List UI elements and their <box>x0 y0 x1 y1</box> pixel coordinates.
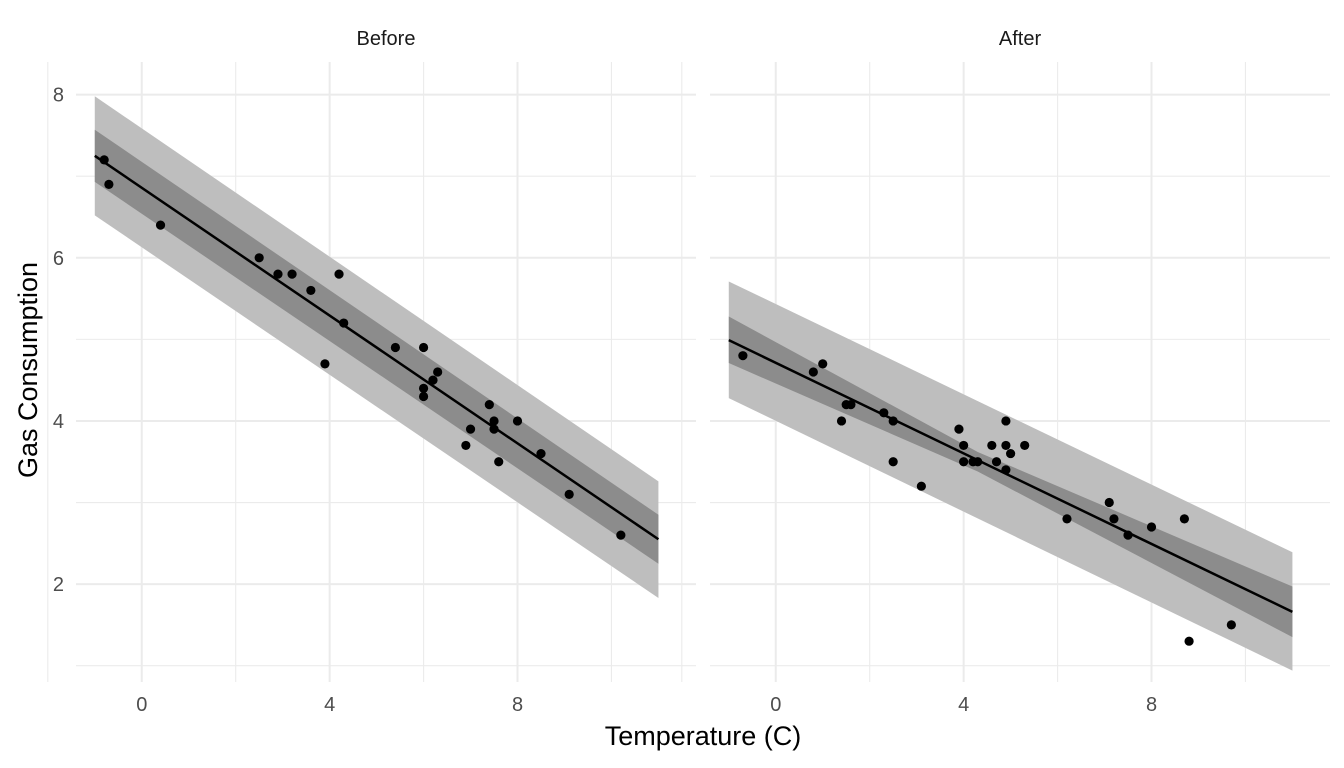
data-point <box>1001 465 1011 475</box>
data-point <box>888 457 898 467</box>
data-point <box>888 416 898 426</box>
facet-label: Before <box>357 28 416 50</box>
data-point <box>1001 440 1011 451</box>
data-point <box>155 220 166 230</box>
data-point <box>390 342 400 353</box>
data-point <box>836 416 847 426</box>
data-point <box>512 416 523 426</box>
data-point <box>489 416 499 426</box>
x-tick-label: 4 <box>958 694 969 716</box>
data-point <box>916 481 926 491</box>
data-point <box>1226 620 1236 630</box>
data-point <box>489 424 499 434</box>
data-point <box>808 367 818 377</box>
data-point <box>1146 522 1157 532</box>
data-point <box>991 457 1002 467</box>
data-point <box>1001 416 1011 426</box>
y-tick-label: 4 <box>53 411 64 433</box>
data-point <box>1006 448 1016 459</box>
data-point <box>428 375 438 385</box>
data-point <box>273 269 283 279</box>
data-point <box>1179 514 1189 524</box>
data-point <box>564 489 574 499</box>
regression-line <box>728 339 1293 613</box>
data-point <box>339 318 349 328</box>
facet-label: After <box>999 28 1042 50</box>
y-tick-label: 2 <box>53 574 64 596</box>
data-point <box>987 440 997 451</box>
y-axis-title: Gas Consumption <box>13 262 43 478</box>
data-point <box>320 359 330 369</box>
data-point <box>616 530 626 540</box>
regression-line <box>94 154 660 541</box>
panel-after: After 0 4 8 <box>681 28 1330 716</box>
data-point <box>287 269 297 279</box>
data-point <box>1020 440 1030 451</box>
data-point <box>254 253 264 263</box>
x-tick-label: 0 <box>770 694 781 716</box>
data-point <box>418 383 429 393</box>
data-point <box>1104 497 1114 508</box>
x-tick-label: 8 <box>1146 694 1157 716</box>
y-tick-label: 8 <box>53 85 64 107</box>
data-point <box>879 408 889 418</box>
data-point <box>334 269 344 279</box>
data-point <box>846 400 856 410</box>
data-point <box>418 391 429 402</box>
data-point <box>973 457 983 467</box>
panel-before: Before 0 4 8 2 4 6 8 <box>47 28 696 716</box>
data-point <box>306 285 316 296</box>
data-point <box>494 457 504 467</box>
data-point <box>818 359 828 369</box>
data-point <box>461 440 471 451</box>
data-point <box>433 367 443 377</box>
data-point <box>738 351 748 361</box>
data-point <box>959 457 969 467</box>
data-point <box>959 440 969 451</box>
x-axis-title: Temperature (C) <box>605 721 802 751</box>
x-tick-label: 0 <box>136 694 147 716</box>
data-point <box>418 342 429 353</box>
x-tick-label: 4 <box>324 694 335 716</box>
data-point <box>1123 530 1133 540</box>
x-tick-label: 8 <box>512 694 523 716</box>
data-point <box>536 448 546 459</box>
data-point <box>1062 514 1072 524</box>
data-point <box>1109 514 1119 524</box>
data-point <box>1184 636 1194 646</box>
data-point <box>954 424 964 434</box>
data-point <box>104 179 114 189</box>
data-point <box>484 400 494 410</box>
data-point <box>99 155 109 165</box>
data-point <box>465 424 476 434</box>
y-tick-label: 6 <box>53 248 64 270</box>
